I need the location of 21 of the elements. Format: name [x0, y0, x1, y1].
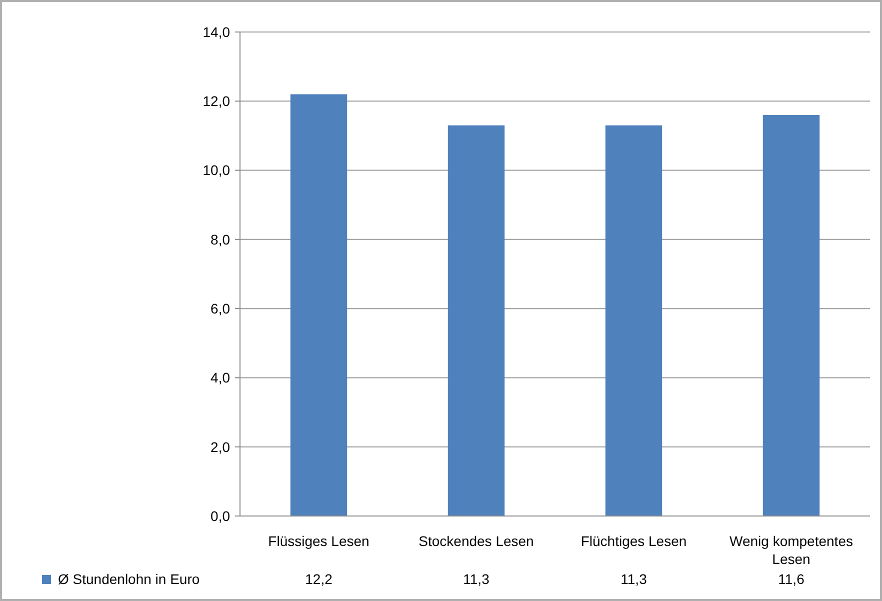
- y-tick-label: 4,0: [210, 370, 230, 386]
- bar: [605, 125, 662, 516]
- y-tick-label: 12,0: [202, 93, 230, 110]
- x-tick-label: Stockendes Lesen: [418, 533, 534, 549]
- data-label: 11,6: [778, 571, 805, 587]
- y-tick-label: 14,0: [202, 24, 230, 40]
- data-label: 11,3: [463, 571, 490, 587]
- y-tick-label: 6,0: [210, 300, 230, 316]
- bar: [290, 94, 348, 516]
- data-label: 12,2: [305, 571, 333, 587]
- bar: [762, 114, 820, 516]
- y-tick-label: 10,0: [202, 162, 230, 178]
- x-tick-label: Flüchtiges Lesen: [580, 533, 687, 549]
- y-tick-label: 8,0: [210, 231, 230, 248]
- bar: [448, 125, 505, 516]
- data-label: 11,3: [620, 571, 648, 587]
- x-tick-label: Flüssiges Lesen: [268, 533, 370, 549]
- x-tick-label: Wenig kompetentes Lesen: [730, 533, 853, 567]
- y-tick-label: 0,0: [210, 508, 230, 524]
- y-tick-label: 2,0: [210, 438, 230, 455]
- legend-label: Ø Stundenlohn in Euro: [58, 571, 200, 587]
